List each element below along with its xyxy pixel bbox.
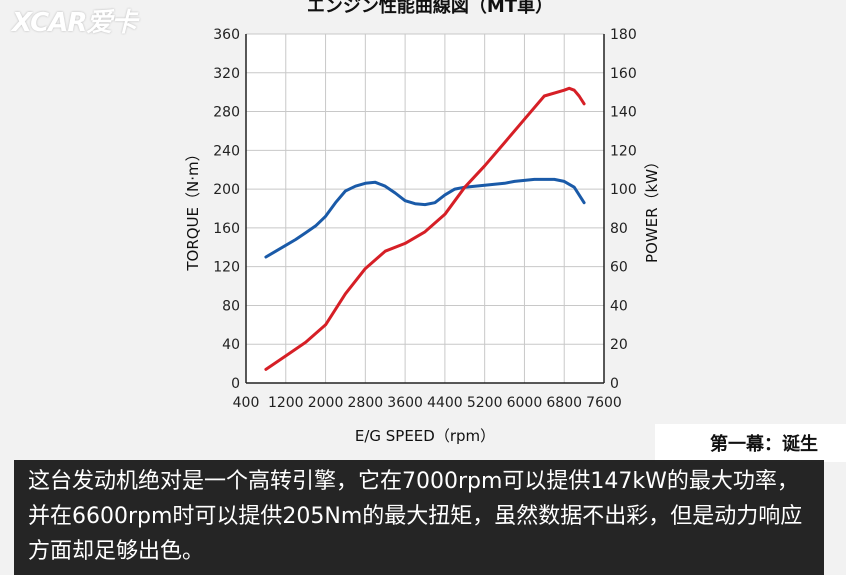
left-tick-label: 0: [231, 376, 240, 392]
x-tick-label: 1200: [268, 395, 304, 411]
left-tick-label: 320: [213, 66, 240, 82]
left-tick-label: 80: [222, 298, 240, 314]
right-tick-label: 100: [610, 182, 637, 198]
left-tick-label: 280: [213, 105, 240, 121]
power-curve: [264, 86, 586, 371]
right-tick-label: 80: [610, 221, 628, 237]
x-tick-label: 3600: [387, 395, 423, 411]
left-tick-label: 160: [213, 221, 240, 237]
tick-labels: 400 1200 2000 2800 3600 4400 5200 6000 6800 76000…: [213, 27, 636, 411]
right-tick-label: 140: [610, 105, 637, 121]
x-tick-label: 6800: [546, 395, 582, 411]
left-tick-label: 200: [213, 182, 240, 198]
x-axis-label: E/G SPEED（rpm）: [355, 427, 495, 445]
left-tick-label: 240: [213, 143, 240, 159]
x-tick-label: 5200: [467, 395, 503, 411]
x-tick-label: 2800: [348, 395, 384, 411]
right-tick-label: 60: [610, 260, 628, 276]
right-tick-label: 0: [610, 376, 619, 392]
torque-curve: [264, 177, 586, 259]
right-tick-label: 40: [610, 298, 628, 314]
xcar-logo: XCAR爱卡: [12, 8, 137, 38]
right-tick-label: 120: [610, 143, 637, 159]
right-tick-label: 160: [610, 66, 637, 82]
left-tick-label: 40: [222, 337, 240, 353]
x-tick-label: 4400: [427, 395, 463, 411]
plot-area: [246, 34, 604, 383]
right-axis-label: POWER（kW）: [643, 154, 661, 263]
left-tick-label: 120: [213, 260, 240, 276]
x-tick-label: 400: [233, 395, 260, 411]
x-tick-label: 2000: [308, 395, 344, 411]
axes: [245, 34, 605, 384]
caption-text: 这台发动机绝对是一个高转引擎，它在7000rpm可以提供147kW的最大功率，并…: [14, 460, 824, 575]
x-tick-label: 7600: [586, 395, 622, 411]
series-lines: [264, 86, 586, 371]
left-axis-label: TORQUE（N·m）: [184, 146, 202, 271]
x-tick-label: 6000: [507, 395, 543, 411]
chart-title: エンジン性能曲線図（MT車）: [306, 0, 554, 17]
left-tick-label: 360: [213, 27, 240, 43]
right-tick-label: 20: [610, 337, 628, 353]
right-tick-label: 180: [610, 27, 637, 43]
section-tag: 第一幕：诞生: [655, 424, 846, 462]
